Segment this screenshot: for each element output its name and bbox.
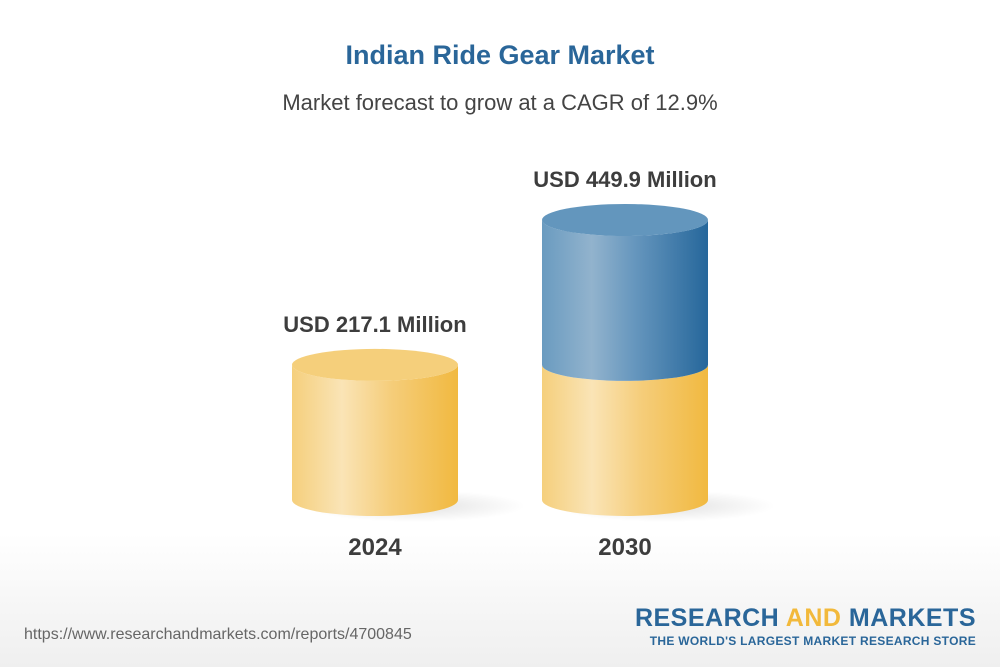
data-label: USD 217.1 Million — [283, 312, 466, 337]
bar-2030-base-segment — [542, 364, 708, 516]
chart-subtitle: Market forecast to grow at a CAGR of 12.… — [282, 90, 718, 115]
logo-word-research: RESEARCH — [634, 604, 780, 632]
bar-2024 — [292, 364, 458, 516]
research-and-markets-logo: RESEARCH AND MARKETS THE WORLD'S LARGEST… — [635, 604, 976, 648]
logo-word-markets: MARKETS — [848, 604, 976, 632]
chart-title: Indian Ride Gear Market — [345, 40, 655, 70]
data-label: USD 449.9 Million — [533, 167, 716, 192]
category-label: 2024 — [348, 534, 402, 561]
logo-tagline: THE WORLD'S LARGEST MARKET RESEARCH STOR… — [649, 634, 976, 648]
category-label: 2030 — [598, 534, 651, 561]
logo-word-and: AND — [785, 604, 842, 632]
bar-top-2030 — [542, 204, 708, 236]
bar-2030-growth-segment — [542, 220, 708, 381]
source-url[interactable]: https://www.researchandmarkets.com/repor… — [24, 626, 412, 643]
bar-top-2024 — [292, 348, 458, 381]
